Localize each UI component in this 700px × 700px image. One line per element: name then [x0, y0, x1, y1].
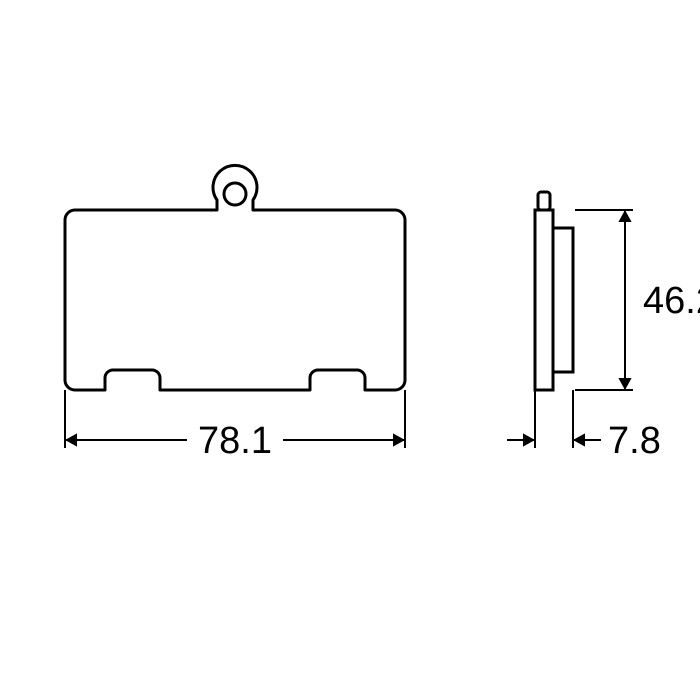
front-view-outline — [65, 165, 405, 390]
technical-drawing: 78.1 46.2 7.8 — [0, 0, 700, 700]
dim-thk-arrow-r — [573, 433, 585, 446]
front-view-tab-hole — [224, 183, 246, 205]
dim-thk-arrow-l — [523, 433, 535, 446]
side-view-plate — [535, 210, 553, 390]
dim-height-label: 46.2 — [643, 280, 700, 322]
side-view-tab — [538, 192, 550, 210]
dim-width-arrow-l — [65, 433, 77, 446]
dim-height-arrow-b — [618, 378, 631, 390]
side-view-pad — [553, 228, 573, 372]
dim-thickness-label: 7.8 — [608, 420, 661, 462]
dim-width-arrow-r — [393, 433, 405, 446]
dim-width-label: 78.1 — [198, 420, 272, 462]
dim-height-arrow-t — [618, 210, 631, 222]
drawing-svg: 78.1 46.2 7.8 — [0, 0, 700, 700]
